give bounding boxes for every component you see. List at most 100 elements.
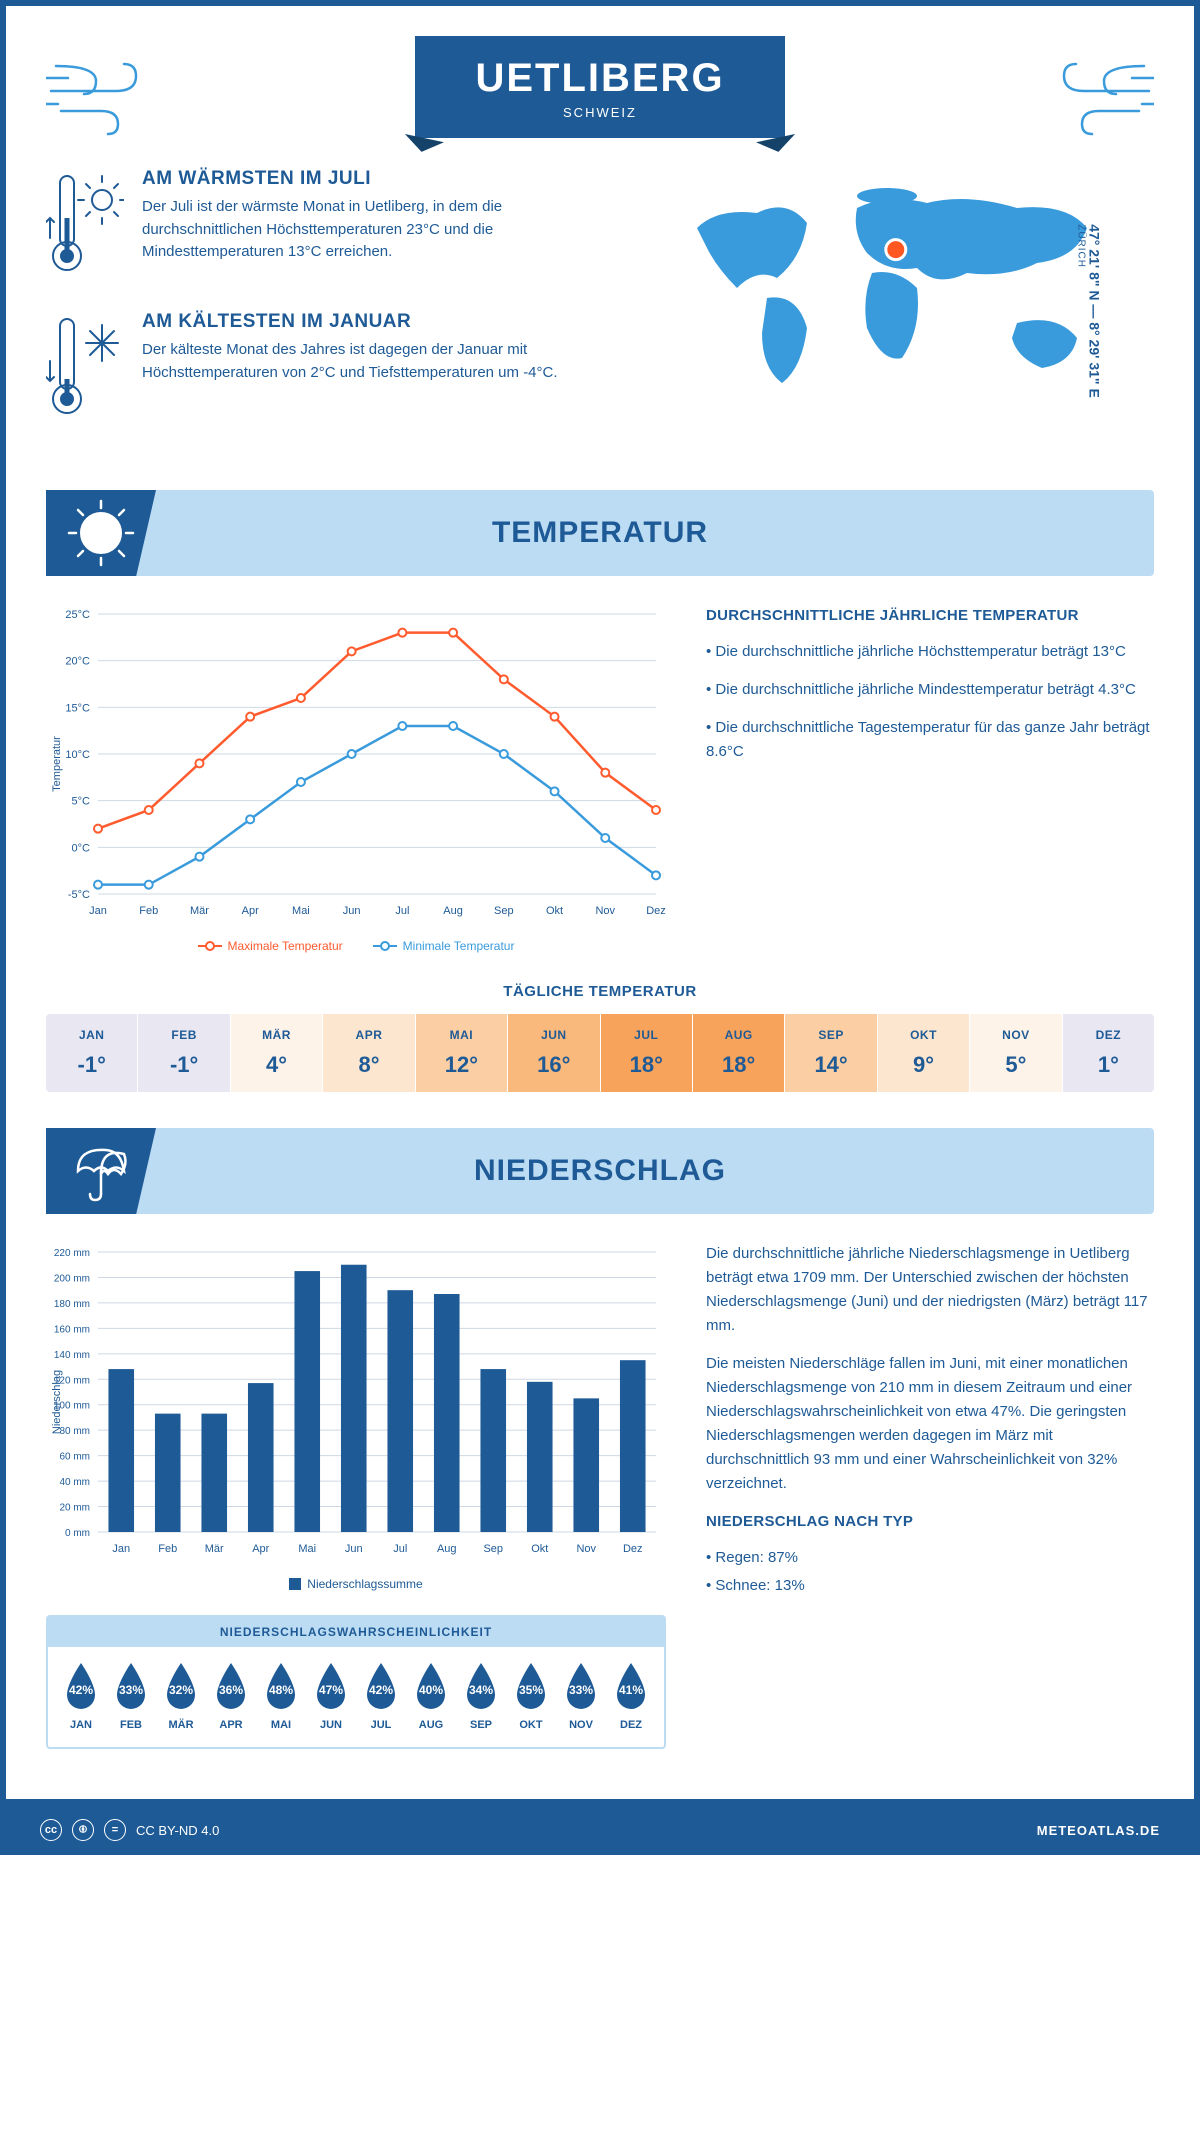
svg-text:0 mm: 0 mm: [65, 1528, 90, 1539]
thermometer-cold-icon: [46, 311, 124, 426]
svg-text:Okt: Okt: [546, 905, 563, 917]
svg-text:40 mm: 40 mm: [59, 1477, 90, 1488]
drop-cell: 42%JAN: [61, 1661, 101, 1731]
coldest-title: AM KÄLTESTEN IM JANUAR: [142, 311, 580, 333]
temp-cell: JUN16°: [508, 1014, 600, 1092]
coldest-block: AM KÄLTESTEN IM JANUAR Der kälteste Mona…: [46, 311, 580, 426]
warmest-title: AM WÄRMSTEN IM JULI: [142, 168, 580, 190]
warmest-text: Der Juli ist der wärmste Monat in Uetlib…: [142, 196, 580, 264]
svg-text:10°C: 10°C: [65, 749, 90, 761]
svg-text:Apr: Apr: [252, 1543, 269, 1555]
svg-text:20 mm: 20 mm: [59, 1503, 90, 1514]
temp-cell: SEP14°: [785, 1014, 877, 1092]
title-banner: UETLIBERG SCHWEIZ: [415, 36, 784, 138]
temp-cell: FEB-1°: [138, 1014, 230, 1092]
svg-text:Nov: Nov: [576, 1543, 596, 1555]
precip-section-header: NIEDERSCHLAG: [46, 1128, 1154, 1214]
precip-bar-chart: 0 mm20 mm40 mm60 mm80 mm100 mm120 mm140 …: [46, 1242, 666, 1562]
svg-text:Jul: Jul: [393, 1543, 407, 1555]
svg-text:140 mm: 140 mm: [54, 1350, 90, 1361]
temp-cell: JUL18°: [601, 1014, 693, 1092]
drop-cell: 34%SEP: [461, 1661, 501, 1731]
svg-text:Temperatur: Temperatur: [51, 736, 63, 792]
intro-row: AM WÄRMSTEN IM JULI Der Juli ist der wär…: [46, 168, 1154, 454]
page-footer: cc 🅯 = CC BY-ND 4.0 METEOATLAS.DE: [0, 1805, 1200, 1855]
license-text: CC BY-ND 4.0: [136, 1823, 219, 1838]
drop-cell: 32%MÄR: [161, 1661, 201, 1731]
warmest-block: AM WÄRMSTEN IM JULI Der Juli ist der wär…: [46, 168, 580, 283]
svg-text:-5°C: -5°C: [68, 889, 90, 901]
svg-text:Jan: Jan: [89, 905, 107, 917]
svg-text:Sep: Sep: [483, 1543, 503, 1555]
svg-text:Mai: Mai: [292, 905, 310, 917]
svg-text:Aug: Aug: [437, 1543, 457, 1555]
svg-text:Okt: Okt: [531, 1543, 548, 1555]
drop-cell: 33%NOV: [561, 1661, 601, 1731]
page-header: UETLIBERG SCHWEIZ: [46, 36, 1154, 138]
svg-text:0°C: 0°C: [72, 842, 91, 854]
svg-text:Apr: Apr: [242, 905, 259, 917]
temp-line-chart: -5°C0°C5°C10°C15°C20°C25°CJanFebMärAprMa…: [46, 604, 666, 953]
drop-cell: 47%JUN: [311, 1661, 351, 1731]
temp-cell: MÄR4°: [231, 1014, 323, 1092]
svg-text:180 mm: 180 mm: [54, 1299, 90, 1310]
coordinates: 47° 21' 8" N — 8° 29' 31" E ZÜRICH: [1076, 224, 1103, 398]
svg-text:25°C: 25°C: [65, 609, 90, 621]
drop-cell: 35%OKT: [511, 1661, 551, 1731]
precip-legend: Niederschlagssumme: [46, 1577, 666, 1591]
coldest-text: Der kälteste Monat des Jahres ist dagege…: [142, 339, 580, 384]
cc-icon: cc: [40, 1819, 62, 1841]
precip-probability-box: NIEDERSCHLAGSWAHRSCHEINLICHKEIT 42%JAN33…: [46, 1615, 666, 1749]
svg-text:Feb: Feb: [158, 1543, 177, 1555]
site-name: METEOATLAS.DE: [1037, 1823, 1160, 1838]
nd-icon: =: [104, 1819, 126, 1841]
temp-cell: AUG18°: [693, 1014, 785, 1092]
daily-temp-table: JAN-1°FEB-1°MÄR4°APR8°MAI12°JUN16°JUL18°…: [46, 1014, 1154, 1092]
temp-legend: Maximale Temperatur Minimale Temperatur: [46, 939, 666, 953]
precip-summary: Die durchschnittliche jährliche Niedersc…: [706, 1242, 1154, 1749]
svg-text:Jun: Jun: [343, 905, 361, 917]
temp-cell: APR8°: [323, 1014, 415, 1092]
wind-icon: [46, 46, 166, 141]
svg-text:Mär: Mär: [190, 905, 209, 917]
drop-cell: 36%APR: [211, 1661, 251, 1731]
svg-text:Mai: Mai: [298, 1543, 316, 1555]
svg-text:80 mm: 80 mm: [59, 1426, 90, 1437]
by-icon: 🅯: [72, 1819, 94, 1841]
svg-text:Niederschlag: Niederschlag: [51, 1370, 63, 1434]
svg-text:Jun: Jun: [345, 1543, 363, 1555]
svg-text:Sep: Sep: [494, 905, 514, 917]
svg-text:200 mm: 200 mm: [54, 1273, 90, 1284]
page-subtitle: SCHWEIZ: [475, 105, 724, 120]
page-title: UETLIBERG: [475, 56, 724, 101]
temp-cell: JAN-1°: [46, 1014, 138, 1092]
svg-text:Jul: Jul: [395, 905, 409, 917]
svg-text:Aug: Aug: [443, 905, 463, 917]
temp-cell: NOV5°: [970, 1014, 1062, 1092]
world-map: 47° 21' 8" N — 8° 29' 31" E ZÜRICH: [620, 168, 1154, 454]
drop-cell: 48%MAI: [261, 1661, 301, 1731]
temp-cell: MAI12°: [416, 1014, 508, 1092]
thermometer-hot-icon: [46, 168, 124, 283]
drop-cell: 41%DEZ: [611, 1661, 651, 1731]
svg-text:Mär: Mär: [205, 1543, 224, 1555]
temp-cell: DEZ1°: [1063, 1014, 1154, 1092]
daily-temp-title: TÄGLICHE TEMPERATUR: [46, 983, 1154, 1000]
svg-text:Dez: Dez: [646, 905, 666, 917]
svg-text:20°C: 20°C: [65, 656, 90, 668]
svg-text:160 mm: 160 mm: [54, 1324, 90, 1335]
svg-text:Dez: Dez: [623, 1543, 643, 1555]
wind-icon: [1034, 46, 1154, 141]
svg-text:Jan: Jan: [112, 1543, 130, 1555]
drop-cell: 42%JUL: [361, 1661, 401, 1731]
svg-text:220 mm: 220 mm: [54, 1248, 90, 1259]
temp-section-header: TEMPERATUR: [46, 490, 1154, 576]
temp-heading: TEMPERATUR: [46, 516, 1154, 550]
temp-cell: OKT9°: [878, 1014, 970, 1092]
svg-text:Feb: Feb: [139, 905, 158, 917]
svg-text:5°C: 5°C: [72, 796, 91, 808]
drop-cell: 33%FEB: [111, 1661, 151, 1731]
precip-heading: NIEDERSCHLAG: [46, 1154, 1154, 1188]
svg-text:Nov: Nov: [595, 905, 615, 917]
svg-text:60 mm: 60 mm: [59, 1452, 90, 1463]
